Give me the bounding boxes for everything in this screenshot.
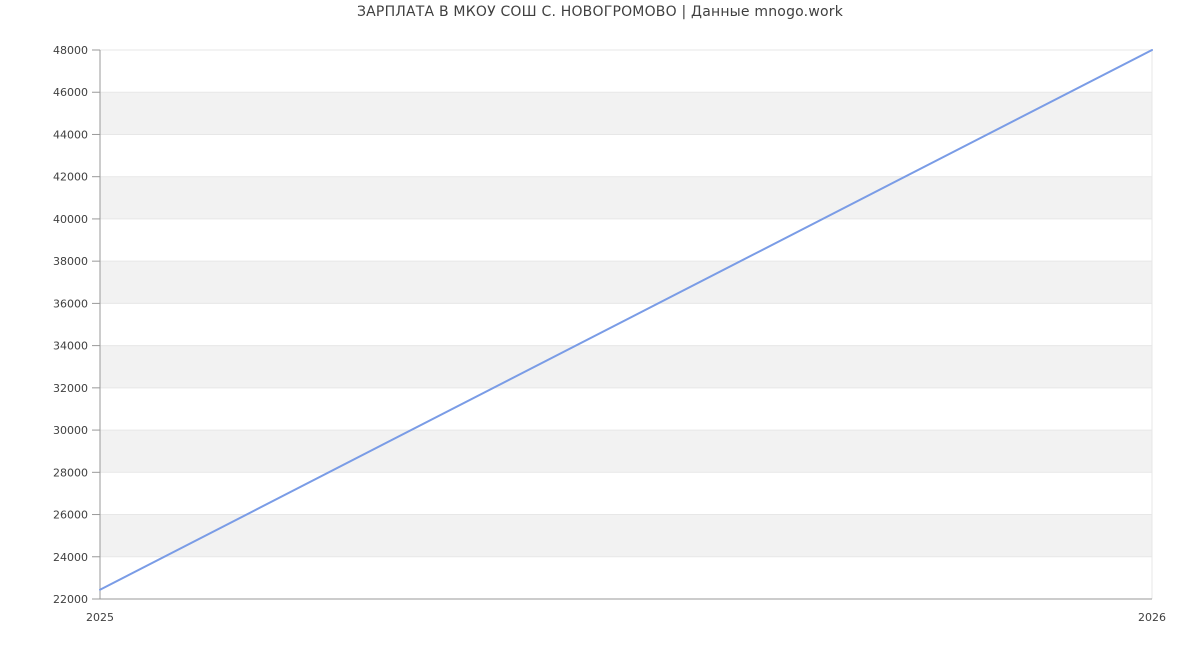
y-tick-label: 26000 <box>53 509 88 522</box>
plot-band <box>100 176 1152 219</box>
plot-band <box>100 345 1152 388</box>
plot-band <box>100 92 1152 135</box>
y-tick-label: 38000 <box>53 255 88 268</box>
plot-band <box>100 261 1152 304</box>
y-tick-label: 44000 <box>53 128 88 141</box>
y-tick-label: 22000 <box>53 593 88 606</box>
y-tick-label: 42000 <box>53 171 88 184</box>
y-tick-label: 24000 <box>53 551 88 564</box>
salary-line <box>99 49 1153 591</box>
chart-title: ЗАРПЛАТА В МКОУ СОШ С. НОВОГРОМОВО | Дан… <box>356 4 844 20</box>
plot-band <box>100 514 1152 557</box>
y-tick-label: 28000 <box>53 466 88 479</box>
y-tick-label: 46000 <box>53 86 88 99</box>
x-tick-label: 2025 <box>86 611 114 624</box>
y-tick-label: 36000 <box>53 297 88 310</box>
y-tick-label: 30000 <box>53 424 88 437</box>
plot-band <box>100 430 1152 473</box>
y-tick-label: 40000 <box>53 213 88 226</box>
y-tick-label: 32000 <box>53 382 88 395</box>
y-tick-label: 34000 <box>53 340 88 353</box>
x-tick-label: 2026 <box>1138 611 1166 624</box>
y-tick-label: 48000 <box>53 44 88 57</box>
